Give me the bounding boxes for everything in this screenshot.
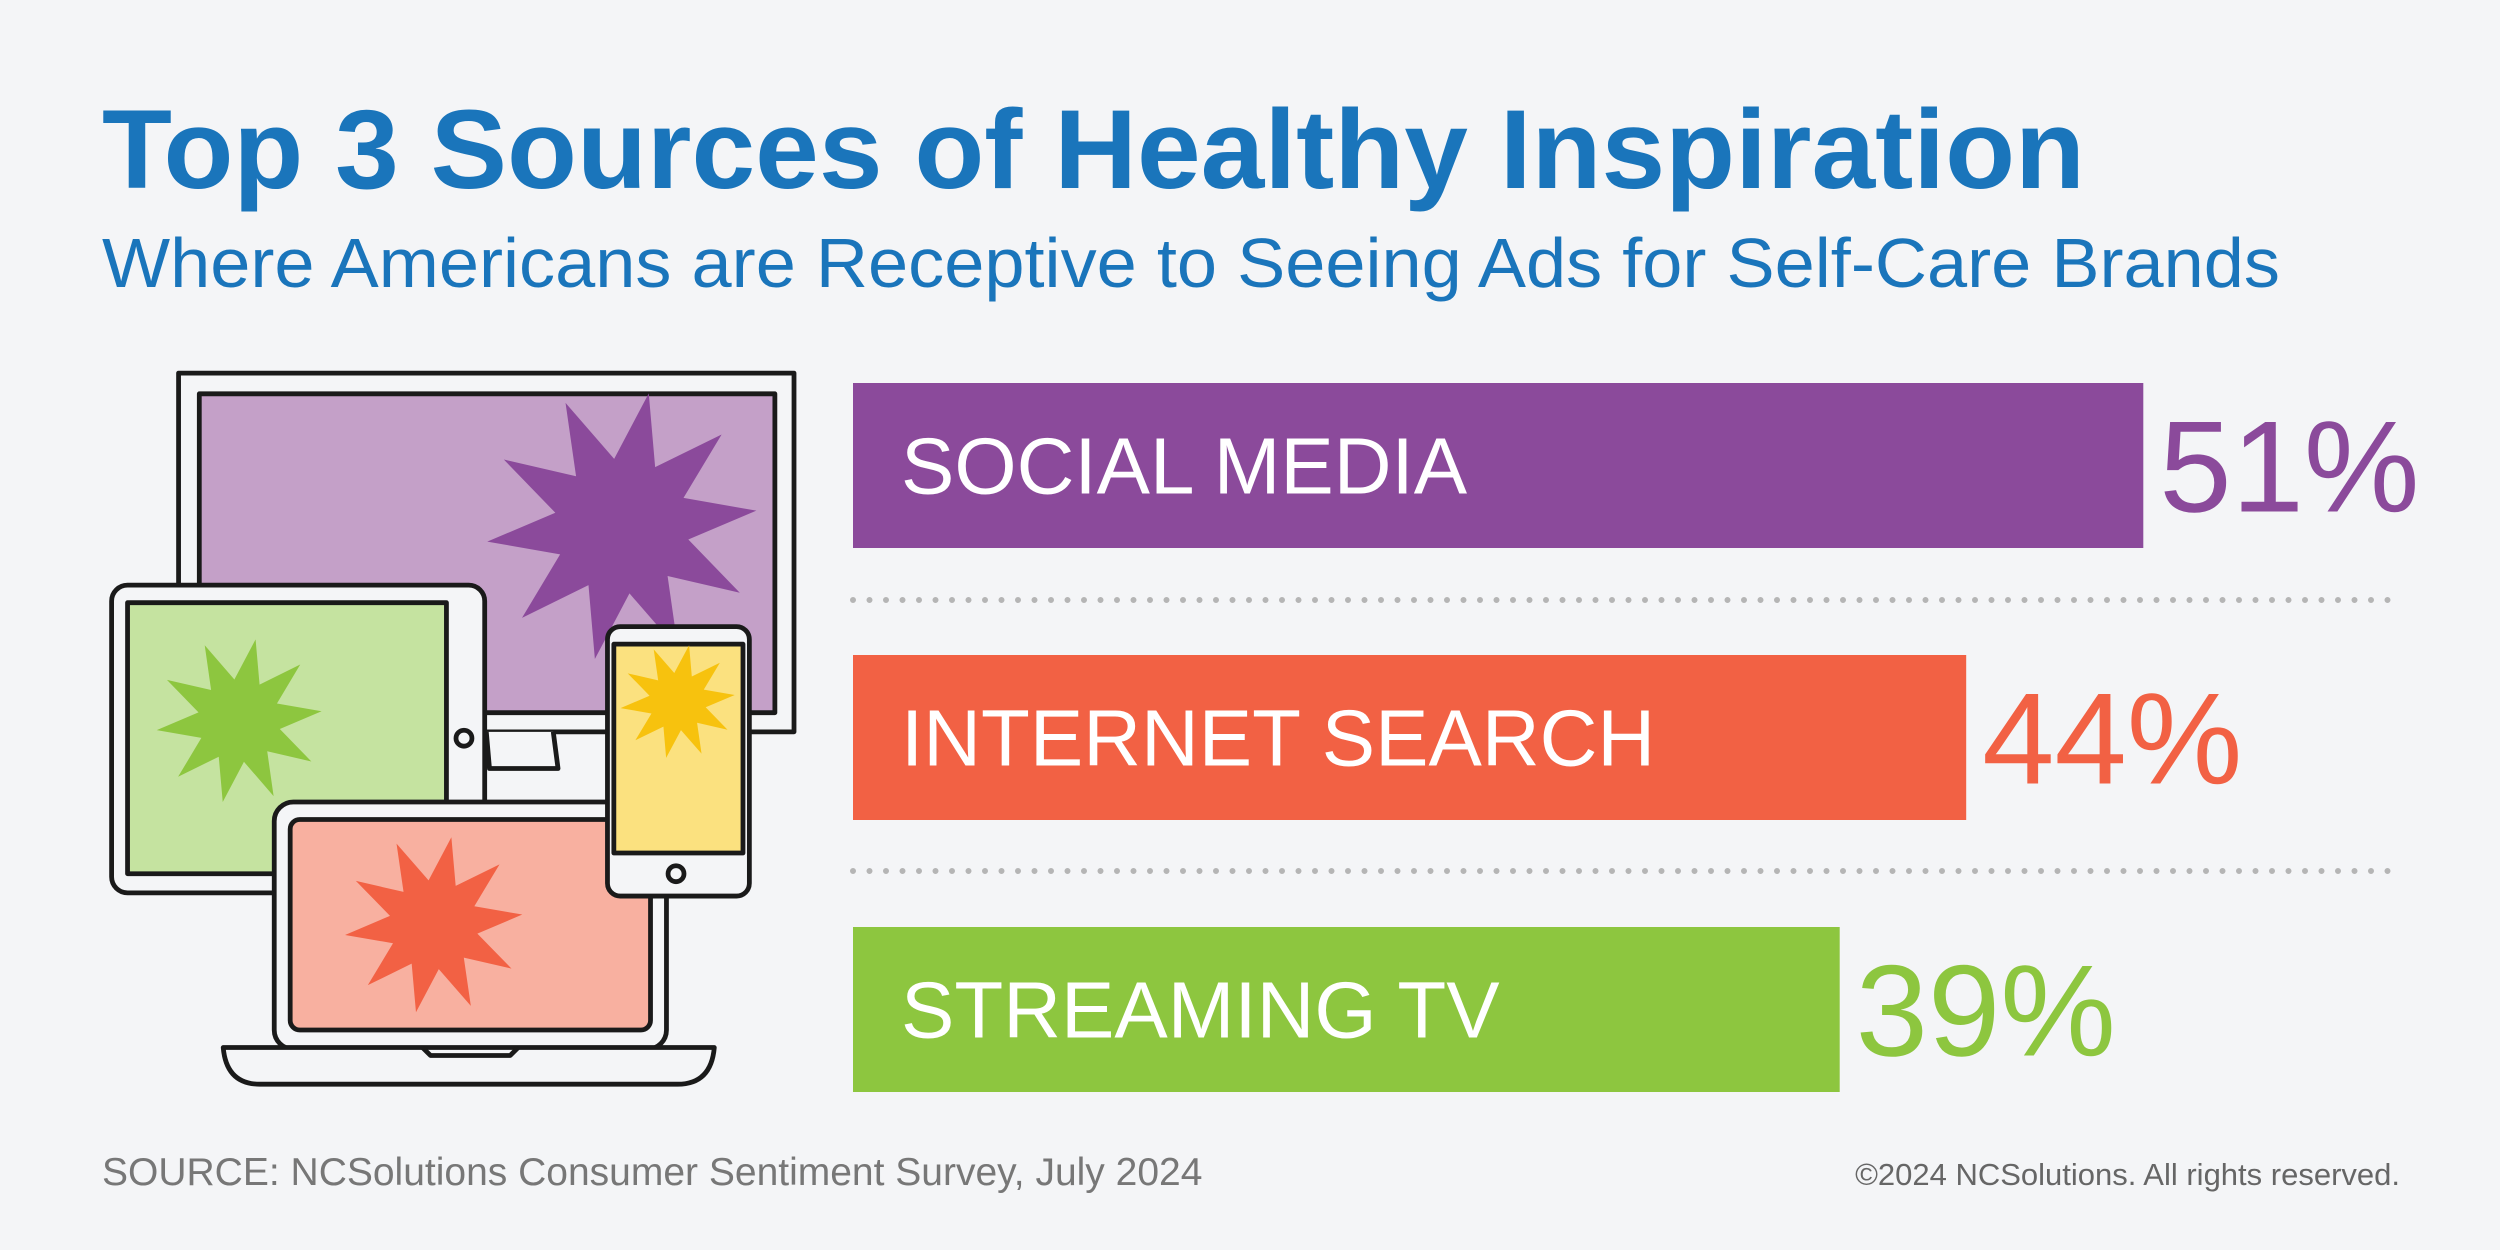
star-icon: [620, 645, 735, 758]
value-label: 44%: [1982, 666, 2242, 812]
star-icon: [487, 393, 757, 659]
value-label: 39%: [1856, 938, 2116, 1084]
bar: [853, 655, 1967, 820]
category-label: INTERNET SEARCH: [901, 694, 1655, 783]
category-label: SOCIAL MEDIA: [901, 422, 1468, 511]
laptop-notch: [420, 1045, 520, 1058]
star-icon: [156, 639, 322, 802]
chart-title: Top 3 Sources of Healthy Inspiration: [102, 87, 2085, 212]
bar: [853, 927, 1840, 1092]
bar: [853, 383, 2144, 548]
copyright: ©2024 NCSolutions. All rights reserved.: [1855, 1157, 2400, 1192]
devices-illustration: [109, 370, 797, 1087]
category-label: STREAMING TV: [901, 966, 1500, 1055]
phone-button: [665, 863, 687, 885]
laptop-base: [220, 1045, 717, 1087]
source-note: SOURCE: NCSolutions Consumer Sentiment S…: [102, 1151, 1202, 1194]
monitor-stand: [483, 731, 561, 771]
chart-subtitle: Where Americans are Receptive to Seeing …: [102, 224, 2280, 302]
tablet-button: [453, 727, 475, 749]
bar-chart: SOCIAL MEDIA 51% INTERNET SEARCH 44% STREAMI…: [853, 383, 2420, 1092]
star-icon: [345, 837, 523, 1013]
value-label: 51%: [2159, 394, 2419, 540]
